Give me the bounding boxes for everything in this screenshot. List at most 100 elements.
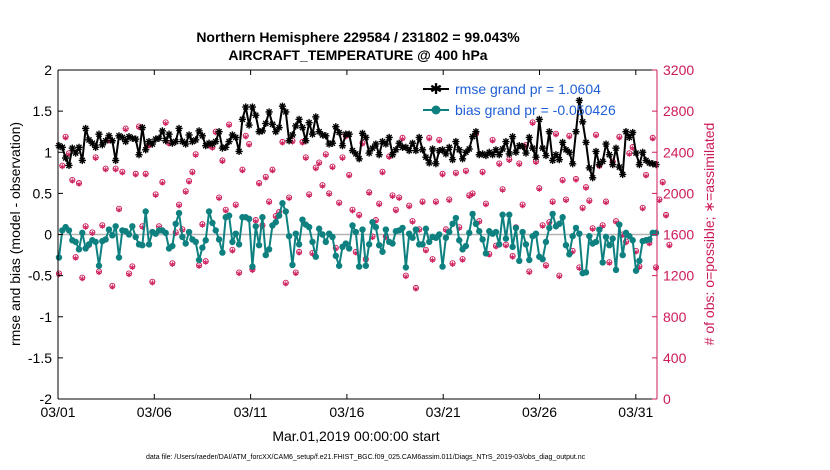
rmse-point <box>412 147 420 155</box>
rmse-point <box>175 124 183 132</box>
rmse-point <box>285 137 293 145</box>
obs-assimilated-point <box>500 187 506 193</box>
bias-point <box>442 234 450 241</box>
rmse-point <box>75 143 83 151</box>
bias-point <box>499 211 506 218</box>
rmse-point <box>268 120 277 128</box>
obs-assimilated-point <box>93 155 99 162</box>
bias-point <box>549 210 556 218</box>
rmse-point <box>612 144 620 152</box>
bias-point <box>372 223 380 231</box>
bias-point <box>65 227 73 234</box>
bias-point <box>476 228 483 235</box>
bias-point <box>139 241 146 249</box>
obs-assimilated-point <box>366 190 372 196</box>
obs-assimilated-point <box>586 199 592 205</box>
bias-point <box>355 263 363 270</box>
rmse-point <box>235 147 243 156</box>
legend-bias-marker <box>431 105 441 115</box>
bias-point <box>572 224 580 232</box>
rmse-point <box>158 127 166 135</box>
rmse-point <box>78 156 86 165</box>
bias-point <box>295 241 303 248</box>
bias-point <box>446 228 453 236</box>
obs-assimilated-point <box>103 167 109 173</box>
rmse-point <box>605 151 613 159</box>
x-tick-label: 03/11 <box>234 404 268 420</box>
bias-point <box>609 235 616 242</box>
bias-point <box>309 238 316 246</box>
rmse-point <box>609 160 617 169</box>
rmse-point <box>362 133 370 142</box>
rmse-point <box>135 151 143 159</box>
rmse-point <box>245 121 253 129</box>
rmse-point <box>589 174 597 182</box>
bias-point <box>479 236 486 243</box>
bias-point <box>422 225 430 232</box>
rmse-point <box>525 133 533 142</box>
x-tick-label: 03/31 <box>618 404 653 420</box>
axis-ticks: 03/01 03/06 03/11 03/16 03/21 03/26 03/31 -2 -1.… <box>28 62 694 420</box>
bias-point <box>556 220 563 228</box>
rmse-point <box>335 128 343 137</box>
x-tick-label: 03/21 <box>426 404 461 420</box>
obs-assimilated-point <box>666 243 672 249</box>
bias-point <box>215 236 223 243</box>
obs-assimilated-point <box>580 206 586 212</box>
bias-point <box>469 210 476 218</box>
y-right-tick-label: 2800 <box>663 103 694 119</box>
bias-point <box>169 242 176 250</box>
obs-assimilated-point <box>436 138 442 144</box>
obs-assimilated-point <box>583 185 589 191</box>
obs-assimilated-point <box>203 259 209 265</box>
rmse-point <box>522 149 530 157</box>
obs-assimilated-point <box>660 180 666 186</box>
rmse-point <box>625 133 633 142</box>
rmse-point <box>622 128 630 136</box>
obs-assimilated-point <box>563 197 569 204</box>
rmse-point <box>582 138 590 146</box>
rmse-point <box>512 148 520 156</box>
bias-point <box>212 227 219 234</box>
bias-point <box>319 231 326 238</box>
obs-assimilated-point <box>553 132 559 138</box>
bias-point <box>542 238 550 246</box>
bias-point <box>335 262 343 269</box>
y-right-tick-label: 1200 <box>663 268 694 284</box>
obs-assimilated-point <box>506 157 512 164</box>
bias-point <box>586 232 593 240</box>
legend: ✱ rmse grand pr = 1.0604 bias grand pr =… <box>423 80 616 118</box>
obs-assimilated-point <box>306 192 312 199</box>
bias-point <box>75 246 83 253</box>
bias-point <box>412 226 420 233</box>
obs-assimilated-point <box>423 248 429 254</box>
rmse-point <box>599 157 607 165</box>
rmse-point <box>468 133 477 141</box>
rmse-point <box>238 115 247 123</box>
obs-assimilated-point <box>96 269 102 276</box>
bias-point <box>299 216 306 223</box>
obs-assimilated-point <box>286 195 292 202</box>
obs-assimilated-point <box>313 166 319 172</box>
rmse-point <box>388 151 397 159</box>
rmse-point <box>488 151 497 159</box>
rmse-point <box>132 135 140 143</box>
rmse-point <box>639 148 647 156</box>
y-left-tick-label: 0 <box>44 227 52 243</box>
obs-assimilated-point <box>540 223 546 229</box>
bias-point <box>632 267 640 274</box>
obs-assimilated-point <box>283 281 289 287</box>
obs-assimilated-point <box>463 169 469 175</box>
rmse-point <box>415 133 423 142</box>
obs-assimilated-point <box>656 197 662 204</box>
obs-assimilated-point <box>316 160 322 167</box>
obs-assimilated-point <box>403 274 409 280</box>
obs-assimilated-point <box>326 191 332 198</box>
obs-assimilated-point <box>626 151 632 157</box>
obs-assimilated-point <box>113 167 119 173</box>
obs-assimilated-point <box>253 218 259 224</box>
rmse-point <box>92 143 100 151</box>
bias-point <box>389 240 396 247</box>
rmse-point <box>308 130 317 138</box>
obs-assimilated-point <box>616 135 622 141</box>
